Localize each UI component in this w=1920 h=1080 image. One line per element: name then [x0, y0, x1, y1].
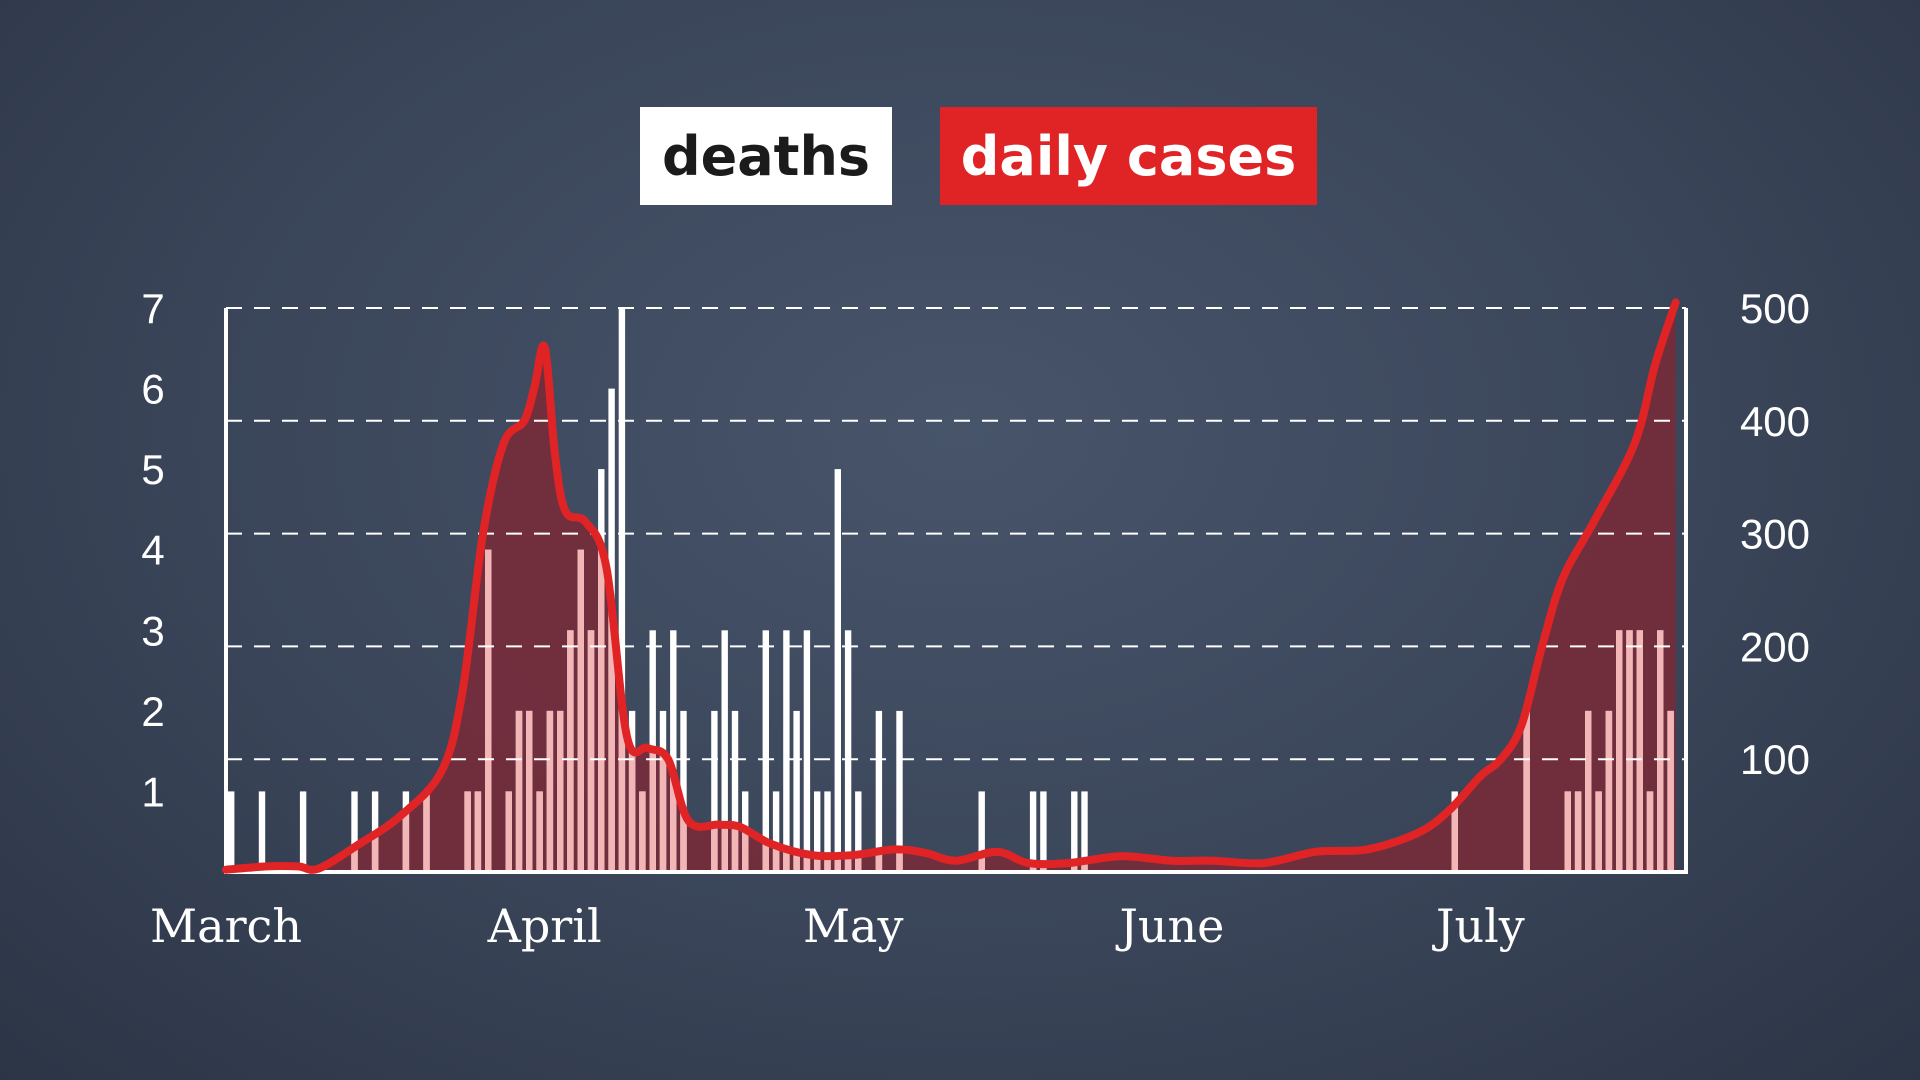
month-label-march: March [150, 899, 302, 953]
left-tick-label-2: 2 [141, 688, 164, 735]
death-bar-tinted-2020-07-05 [1523, 710, 1530, 872]
death-bar-2020-04-13 [670, 630, 677, 872]
death-bar-2020-04-24 [783, 630, 790, 872]
death-bar-tinted-2020-07-13 [1605, 710, 1613, 872]
death-bar-tinted-2020-04-04 [577, 549, 584, 872]
death-bar-tinted-2020-04-05 [587, 630, 595, 872]
month-label-june: June [1115, 899, 1224, 953]
legend-deaths: deaths [640, 107, 892, 205]
left-tick-label-6: 6 [141, 366, 164, 413]
death-bar-tinted-2020-07-11 [1585, 710, 1592, 872]
month-label-april: April [487, 899, 602, 953]
death-bar-2020-05-23 [1081, 791, 1088, 872]
death-bar-tinted-2020-03-31 [536, 791, 543, 872]
death-bar-tinted-2020-03-29 [515, 710, 523, 872]
death-bar-2020-04-08 [618, 308, 626, 872]
death-bar-tinted-2020-04-12 [659, 710, 667, 872]
death-bar-2020-03-04 [258, 791, 266, 872]
death-bar-2020-03-13 [351, 791, 358, 872]
legend-daily-cases: daily cases [940, 107, 1317, 205]
death-bar-2020-05-01 [855, 791, 862, 872]
death-bar-2020-03-08 [299, 791, 307, 872]
death-bar-2020-05-19 [1040, 791, 1047, 872]
death-bar-tinted-2020-07-14 [1616, 630, 1623, 872]
death-bar-2020-05-22 [1071, 791, 1078, 872]
death-bar-tinted-2020-07-15 [1626, 630, 1633, 872]
right-tick-label-500: 500 [1740, 285, 1810, 332]
death-bar-2020-04-30 [844, 630, 852, 872]
death-bar-tinted-2020-03-18 [402, 791, 410, 872]
death-bar-tinted-2020-04-10 [639, 791, 646, 872]
death-bar-2020-03-01 [228, 791, 235, 872]
legend-daily-cases-label: daily cases [960, 124, 1297, 188]
death-bar-2020-04-19 [731, 710, 739, 872]
death-bar-2020-04-18 [721, 630, 728, 872]
left-tick-label-5: 5 [141, 446, 164, 493]
death-bar-2020-05-13 [978, 791, 985, 872]
death-bar-tinted-2020-04-02 [557, 710, 564, 872]
death-bar-tinted-2020-07-16 [1636, 630, 1643, 872]
death-bar-tinted-2020-07-12 [1595, 791, 1602, 872]
right-tick-label-300: 300 [1740, 511, 1810, 558]
death-bar-2020-05-18 [1029, 791, 1037, 872]
death-bar-2020-05-03 [875, 710, 883, 872]
death-bar-tinted-2020-06-28 [1451, 791, 1458, 872]
death-bar-2020-04-26 [803, 630, 811, 872]
death-bar-tinted-2020-03-26 [485, 549, 492, 872]
death-bar-2020-04-14 [680, 710, 687, 872]
daily-cases-line [222, 298, 1680, 874]
death-bar-tinted-2020-03-24 [464, 791, 471, 872]
left-tick-label-1: 1 [141, 768, 164, 815]
death-bar-2020-04-23 [772, 791, 780, 872]
death-bar-tinted-2020-07-18 [1657, 630, 1664, 872]
death-bar-tinted-2020-04-03 [567, 630, 574, 872]
left-tick-label-7: 7 [141, 285, 164, 332]
right-tick-label-100: 100 [1740, 736, 1810, 783]
daily-cases-area [226, 302, 1676, 872]
death-bar-tinted-2020-03-28 [505, 791, 512, 872]
death-bar-tinted-2020-04-06 [598, 469, 605, 872]
legend-deaths-label: deaths [661, 124, 871, 188]
death-bar-tinted-2020-03-20 [423, 791, 430, 872]
death-bar-2020-04-27 [814, 791, 821, 872]
left-tick-label-3: 3 [141, 607, 164, 654]
death-bar-2020-04-29 [834, 469, 841, 872]
death-bar-tinted-2020-07-17 [1646, 791, 1654, 872]
death-bar-2020-04-22 [762, 630, 769, 872]
left-tick-label-4: 4 [141, 527, 164, 574]
death-bar-tinted-2020-03-30 [526, 710, 533, 872]
death-bar-tinted-2020-07-19 [1667, 710, 1674, 872]
month-label-july: July [1432, 899, 1525, 953]
death-bar-tinted-2020-07-10 [1574, 791, 1582, 872]
death-bar-2020-04-25 [793, 710, 800, 872]
death-bar-tinted-2020-04-01 [546, 710, 554, 872]
right-tick-label-400: 400 [1740, 398, 1810, 445]
death-bar-2020-04-17 [711, 710, 718, 872]
death-bar-tinted-2020-03-25 [474, 791, 482, 872]
right-tick-label-200: 200 [1740, 623, 1810, 670]
death-bar-2020-04-28 [824, 791, 831, 872]
death-bar-tinted-2020-07-09 [1564, 791, 1571, 872]
death-bar-tinted-2020-04-09 [628, 710, 636, 872]
month-label-may: May [803, 899, 904, 953]
death-bar-2020-05-05 [896, 710, 903, 872]
